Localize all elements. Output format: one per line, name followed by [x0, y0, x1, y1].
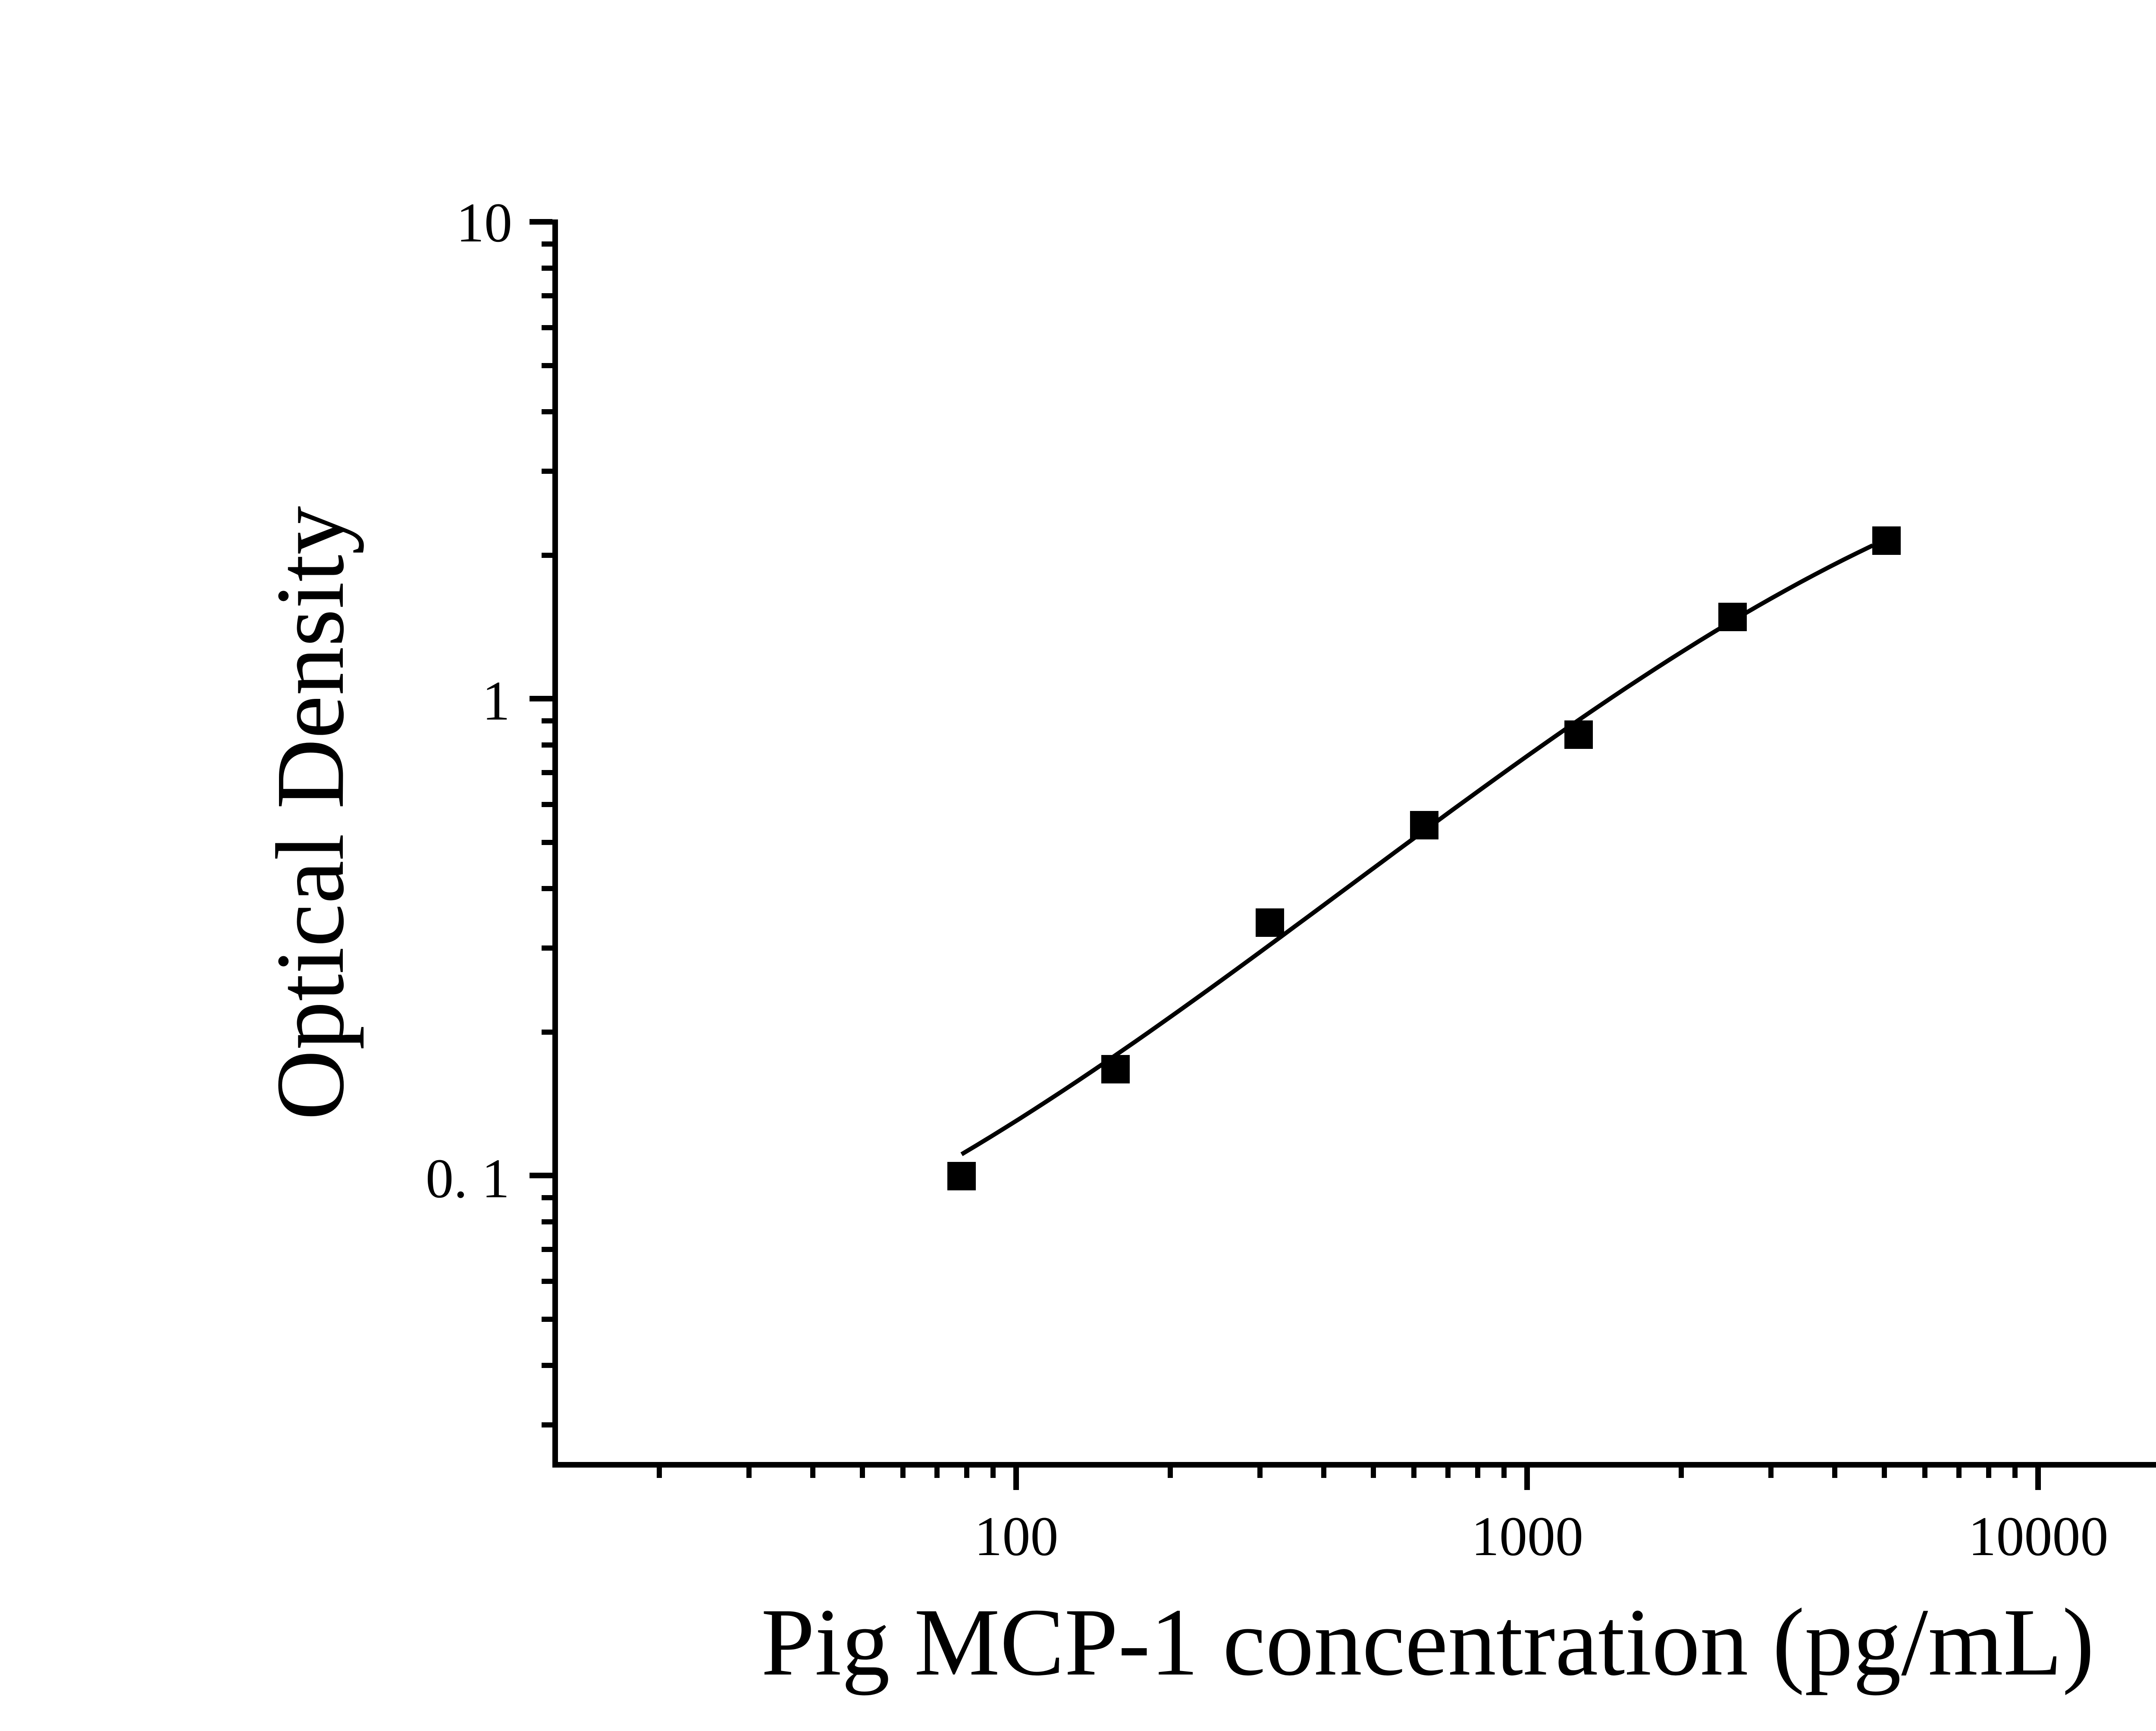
svg-text:100: 100 [975, 1506, 1059, 1568]
svg-text:1: 1 [482, 670, 510, 732]
svg-text:Pig MCP-1 concentration (pg/mL: Pig MCP-1 concentration (pg/mL) [761, 1589, 2094, 1696]
svg-text:10000: 10000 [1968, 1506, 2109, 1568]
svg-text:Optical Density: Optical Density [256, 506, 364, 1121]
svg-text:10: 10 [456, 192, 512, 254]
svg-text:1000: 1000 [1471, 1506, 1583, 1568]
svg-text:0. 1: 0. 1 [426, 1148, 510, 1210]
